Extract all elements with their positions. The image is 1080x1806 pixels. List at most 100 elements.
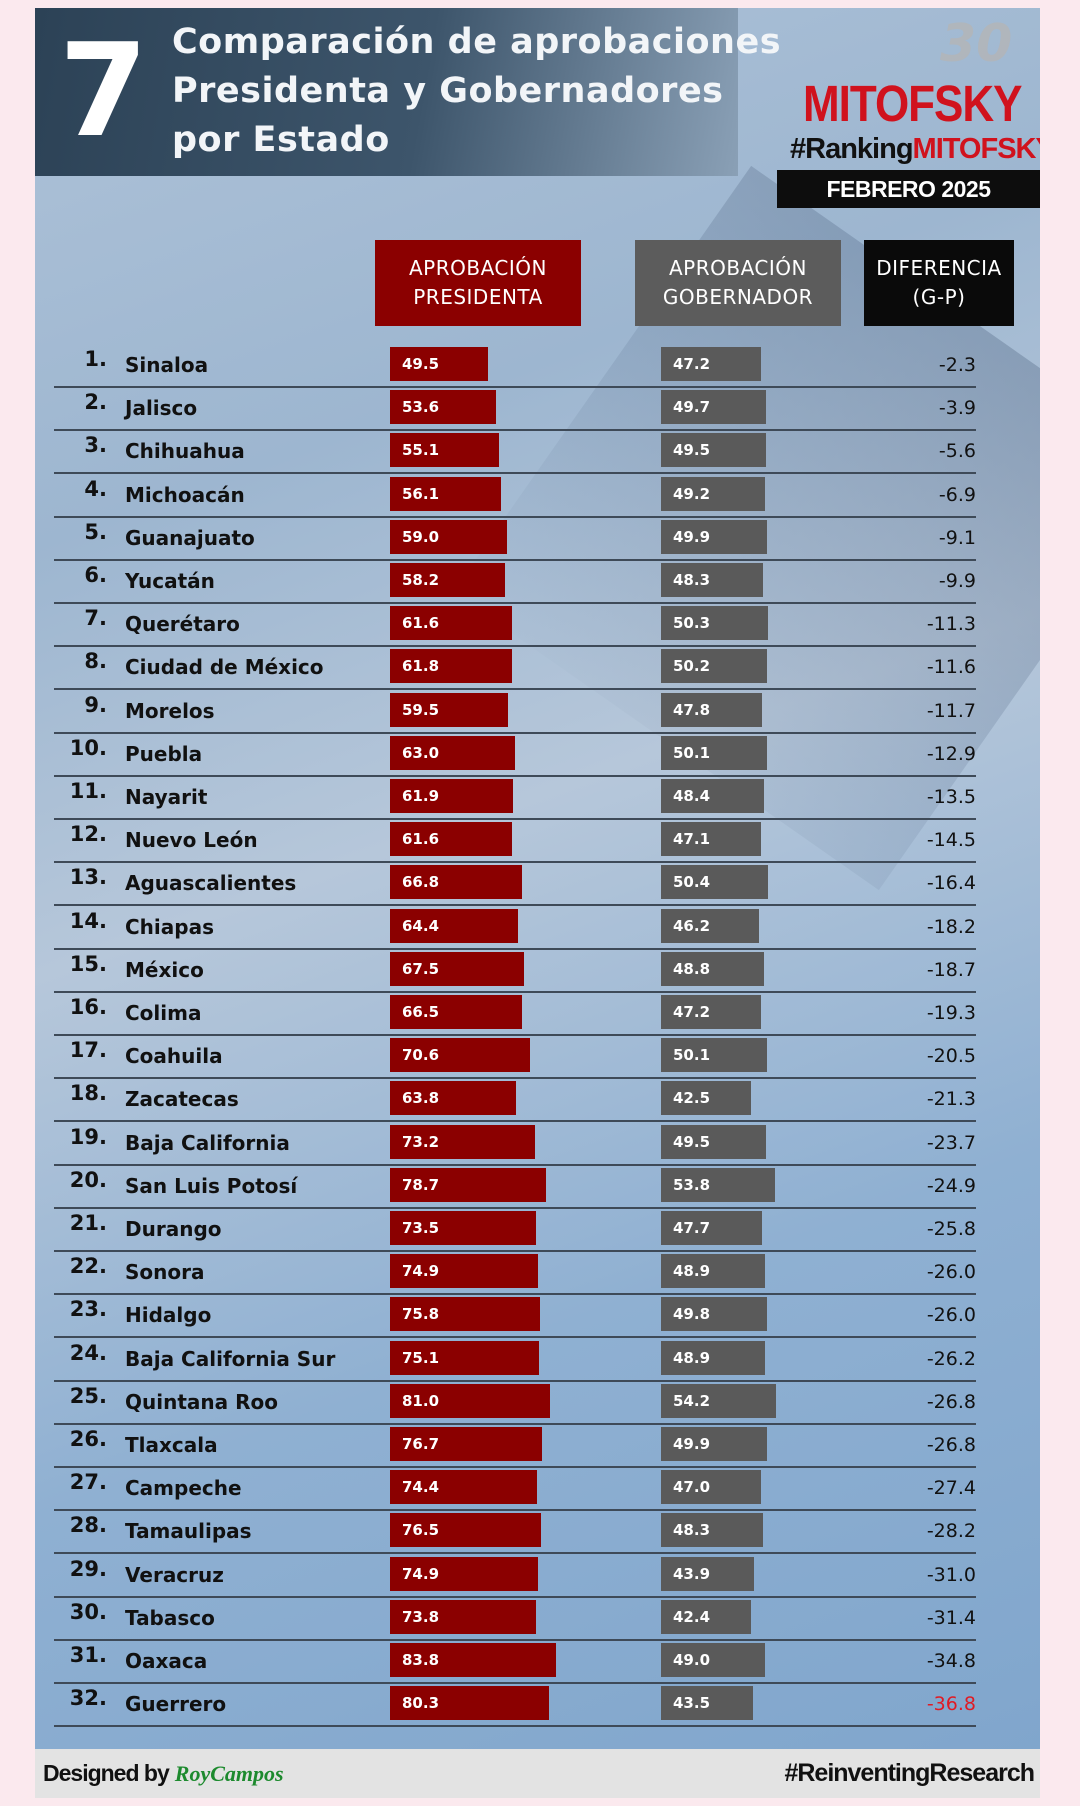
presidenta-bar: 61.9	[390, 779, 513, 813]
presidenta-value-label: 75.8	[402, 1305, 440, 1324]
hashtag-prefix: #Ranking	[790, 133, 914, 165]
difference-value: -11.7	[926, 699, 976, 722]
difference-value: -25.8	[926, 1218, 976, 1240]
gobernador-value-label: 47.7	[673, 1219, 711, 1237]
gobernador-bar: 43.5	[661, 1686, 754, 1721]
difference-value: -27.4	[926, 1477, 976, 1500]
presidenta-bar: 81.0	[390, 1383, 551, 1418]
presidenta-bar: 75.8	[390, 1297, 541, 1332]
gobernador-bar: 42.5	[661, 1081, 752, 1116]
presidenta-value-label: 76.5	[402, 1521, 440, 1540]
gobernador-bar: 47.0	[661, 1470, 761, 1505]
rank-number: 31.	[69, 1643, 107, 1667]
rank-number: 19.	[69, 1124, 107, 1149]
table-row: 31. Oaxaca 83.8 49.0 -34.8	[54, 1639, 976, 1684]
state-name: Guanajuato	[125, 525, 255, 550]
presidenta-value-label: 49.5	[402, 355, 440, 373]
state-name: Chiapas	[125, 914, 214, 939]
gobernador-bar: 48.8	[661, 951, 765, 986]
state-name: Hidalgo	[125, 1303, 212, 1328]
gobernador-bar: 47.2	[661, 347, 762, 381]
table-row: 17. Coahuila 70.6 50.1 -20.5	[54, 1034, 976, 1080]
rank-number: 10.	[69, 735, 107, 760]
gobernador-bar: 49.7	[661, 390, 767, 425]
presidenta-bar: 74.9	[390, 1556, 539, 1591]
presidenta-value-label: 61.6	[402, 614, 440, 633]
rank-number: 30.	[69, 1599, 107, 1624]
title-line-1: Comparación de aprobaciones	[172, 22, 782, 62]
presidenta-value-label: 83.8	[402, 1651, 440, 1669]
table-row: 22. Sonora 74.9 48.9 -26.0	[54, 1250, 976, 1296]
difference-value: -26.2	[926, 1347, 976, 1370]
rank-number: 21.	[69, 1211, 107, 1235]
gobernador-value-label: 42.5	[673, 1089, 711, 1108]
anniversary-logo: 30	[940, 14, 1013, 74]
state-name: Guerrero	[125, 1692, 227, 1717]
difference-value: -20.5	[926, 1045, 976, 1068]
gobernador-value-label: 43.9	[673, 1564, 711, 1583]
presidenta-value-label: 76.7	[402, 1435, 440, 1453]
presidenta-bar: 64.4	[390, 908, 518, 943]
column-header-line: DIFERENCIA	[876, 256, 1002, 280]
presidenta-value-label: 61.6	[402, 830, 440, 849]
presidenta-value-label: 59.5	[402, 700, 440, 719]
gobernador-bar: 54.2	[661, 1383, 776, 1418]
presidenta-bar: 59.0	[390, 519, 507, 554]
gobernador-bar: 46.2	[661, 908, 759, 943]
gobernador-bar: 47.1	[661, 822, 761, 857]
presidenta-bar: 55.1	[390, 433, 500, 468]
column-header-line: GOBERNADOR	[662, 285, 814, 309]
presidenta-value-label: 66.5	[402, 1003, 440, 1021]
presidenta-value-label: 67.5	[402, 959, 440, 978]
title-line-2: Presidenta y Gobernadores	[172, 71, 724, 111]
gobernador-bar: 50.3	[661, 606, 768, 641]
gobernador-value-label: 49.9	[673, 1435, 711, 1453]
rank-number: 16.	[69, 995, 107, 1019]
state-name: Sonora	[125, 1260, 205, 1285]
presidenta-value-label: 61.9	[402, 787, 440, 805]
rank-number: 9.	[84, 692, 107, 717]
rank-number: 25.	[69, 1383, 107, 1408]
state-name: Querétaro	[125, 612, 240, 637]
state-name: Zacatecas	[125, 1087, 239, 1112]
presidenta-bar: 76.5	[390, 1513, 542, 1548]
table-row: 27. Campeche 74.4 47.0 -27.4	[54, 1466, 976, 1512]
gobernador-value-label: 49.5	[673, 1132, 711, 1151]
presidenta-bar: 61.6	[390, 822, 512, 857]
state-name: Tlaxcala	[125, 1433, 218, 1457]
rank-number: 24.	[69, 1340, 107, 1365]
state-name: San Luis Potosí	[125, 1173, 298, 1198]
state-name: Tamaulipas	[125, 1519, 252, 1544]
page-title: Comparación de aprobaciones Presidenta y…	[172, 18, 781, 165]
ranking-hashtag: #RankingMITOFSKY	[790, 133, 1040, 166]
difference-value: -14.5	[926, 829, 976, 852]
rank-number: 14.	[69, 908, 107, 933]
presidenta-value-label: 73.5	[402, 1219, 440, 1237]
hashtag-brand: MITOFSKY	[912, 133, 1040, 165]
difference-value: -28.2	[926, 1520, 976, 1543]
presidenta-bar: 56.1	[390, 476, 502, 511]
gobernador-value-label: 50.3	[673, 614, 711, 633]
gobernador-value-label: 50.2	[673, 657, 711, 676]
table-row: 15. México 67.5 48.8 -18.7	[54, 948, 976, 993]
table-row: 30. Tabasco 73.8 42.4 -31.4	[54, 1596, 976, 1641]
rank-number: 26.	[69, 1427, 107, 1451]
presidenta-value-label: 64.4	[402, 916, 440, 935]
rank-number: 2.	[84, 390, 107, 415]
presidenta-value-label: 73.2	[402, 1132, 440, 1151]
difference-value: -31.4	[926, 1606, 976, 1629]
slide-number: 7	[59, 17, 149, 166]
state-name: Sinaloa	[125, 353, 209, 377]
table-row: 18. Zacatecas 63.8 42.5 -21.3	[54, 1077, 976, 1123]
presidenta-bar: 73.5	[390, 1211, 536, 1245]
rank-number: 17.	[69, 1038, 107, 1063]
table-row: 16. Colima 66.5 47.2 -19.3	[54, 991, 976, 1036]
title-banner: 7 Comparación de aprobaciones Presidenta…	[35, 8, 781, 176]
state-name: Nuevo León	[125, 828, 258, 853]
table-row: 1. Sinaloa 49.5 47.2 -2.3	[54, 343, 976, 388]
gobernador-bar: 50.4	[661, 865, 768, 900]
table-row: 10. Puebla 63.0 50.1 -12.9	[54, 732, 976, 777]
state-name: Tabasco	[125, 1605, 215, 1630]
table-row: 6. Yucatán 58.2 48.3 -9.9	[54, 559, 976, 604]
difference-value: -9.1	[938, 526, 976, 549]
